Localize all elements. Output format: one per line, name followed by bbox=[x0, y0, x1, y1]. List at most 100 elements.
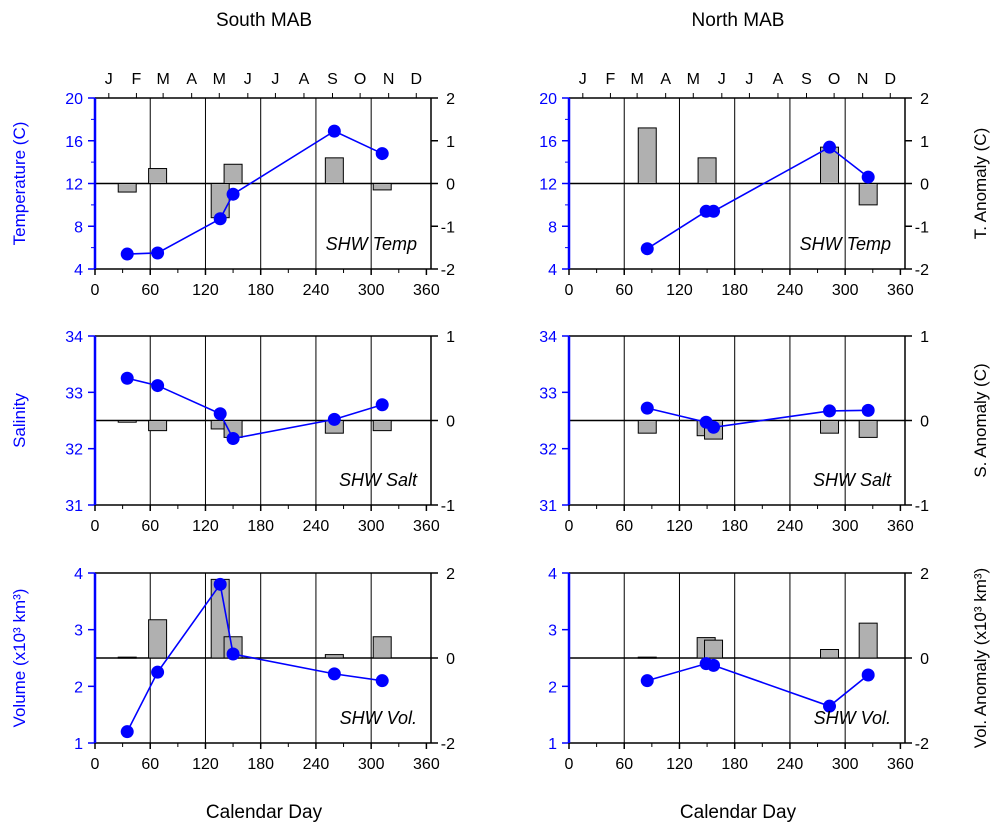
south-salinity-right-tick-label: 0 bbox=[446, 414, 455, 431]
north-salinity-left-tick-label: 34 bbox=[539, 329, 557, 346]
north-temperature-month-label: D bbox=[884, 71, 896, 88]
south-temperature-right-tick-label: -2 bbox=[441, 262, 455, 279]
north-volume-right-tick-label: -2 bbox=[915, 736, 929, 753]
south-volume-left-tick-label: 2 bbox=[74, 679, 83, 696]
south-temperature-left-tick-label: 16 bbox=[65, 134, 83, 151]
south-temperature-data-point-3 bbox=[226, 187, 240, 201]
south-volume-anomaly-bar-5 bbox=[372, 636, 392, 659]
north-salinity-right-tick-label: 0 bbox=[920, 414, 929, 431]
north-volume-x-tick-label: 300 bbox=[832, 756, 859, 773]
north-volume-anomaly-bar-4 bbox=[858, 622, 878, 659]
south-salinity-x-tick-label: 0 bbox=[91, 518, 100, 535]
south-salinity-x-tick-label: 240 bbox=[303, 518, 330, 535]
north-temperature-x-tick-label: 300 bbox=[832, 282, 859, 299]
north-temperature-month-label: A bbox=[773, 71, 784, 88]
north-volume-x-tick-label: 180 bbox=[721, 756, 748, 773]
north-salinity-x-tick-label: 240 bbox=[777, 518, 804, 535]
north-temperature-left-tick-label: 4 bbox=[548, 262, 557, 279]
north-volume-anomaly-bar-2 bbox=[704, 639, 724, 659]
south-volume-left-axis-title: Volume (x10³ km³) bbox=[10, 589, 29, 728]
north-volume-data-point-2 bbox=[707, 658, 721, 672]
north-volume-x-tick-label: 240 bbox=[777, 756, 804, 773]
south-volume-x-tick-label: 300 bbox=[358, 756, 385, 773]
north-volume-x-tick-label: 0 bbox=[565, 756, 574, 773]
north-salinity-left-tick-label: 31 bbox=[539, 498, 557, 515]
south-salinity-data-point-5 bbox=[375, 398, 389, 412]
north-temperature-x-tick-label: 120 bbox=[666, 282, 693, 299]
north-volume-right-tick-label: 2 bbox=[920, 566, 929, 583]
north-temperature-left-tick-label: 16 bbox=[539, 134, 557, 151]
south-temperature-x-tick-label: 360 bbox=[413, 282, 440, 299]
north-temperature-data-point-4 bbox=[861, 170, 875, 184]
north-salinity-data-point-3 bbox=[823, 404, 837, 418]
south-temperature-anomaly-bar-4 bbox=[324, 157, 344, 185]
north-volume-data-point-3 bbox=[823, 699, 837, 713]
north-temperature-month-label: A bbox=[660, 71, 671, 88]
north-temperature-month-label: J bbox=[718, 71, 726, 88]
north-volume-annotation: SHW Vol. bbox=[814, 708, 891, 728]
south-salinity-x-tick-label: 300 bbox=[358, 518, 385, 535]
north-volume-x-tick-label: 360 bbox=[887, 756, 914, 773]
north-temperature-month-label: M bbox=[630, 71, 643, 88]
north-salinity-x-tick-label: 120 bbox=[666, 518, 693, 535]
north-salinity-data-point-0 bbox=[640, 401, 654, 415]
north-salinity-x-tick-label: 0 bbox=[565, 518, 574, 535]
north-salinity-annotation: SHW Salt bbox=[813, 470, 892, 490]
south-salinity-anomaly-bar-5 bbox=[372, 420, 392, 432]
south-volume-right-tick-label: -2 bbox=[441, 736, 455, 753]
column-title-south: South MAB bbox=[216, 10, 312, 31]
north-salinity-x-tick-label: 300 bbox=[832, 518, 859, 535]
south-salinity-left-tick-label: 31 bbox=[65, 498, 83, 515]
north-temperature-right-axis-title: T. Anomaly (C) bbox=[971, 128, 990, 239]
north-temperature-x-tick-label: 180 bbox=[721, 282, 748, 299]
north-temperature-annotation: SHW Temp bbox=[800, 234, 891, 254]
south-temperature-left-tick-label: 12 bbox=[65, 177, 83, 194]
north-volume-data-point-4 bbox=[861, 668, 875, 682]
north-salinity-x-tick-label: 180 bbox=[721, 518, 748, 535]
north-temperature-left-tick-label: 12 bbox=[539, 177, 557, 194]
south-salinity-panel: 31 32 33 34 -1 0 1 0 60 120 180 240 300 360 SHW Salt Sa… bbox=[10, 329, 455, 535]
north-volume-left-tick-label: 3 bbox=[548, 623, 557, 640]
south-salinity-anomaly-bar-0 bbox=[117, 420, 137, 423]
south-temperature-anomaly-bar-5 bbox=[372, 183, 392, 191]
north-temperature-x-tick-label: 240 bbox=[777, 282, 804, 299]
north-temperature-right-tick-label: 2 bbox=[920, 91, 929, 108]
south-temperature-month-label: F bbox=[132, 71, 142, 88]
north-salinity-panel: 31 32 33 34 -1 0 1 0 60 120 180 240 300 360 SHW Salt S.… bbox=[539, 329, 990, 535]
south-temperature-right-tick-label: 0 bbox=[446, 177, 455, 194]
x-axis-title-south: Calendar Day bbox=[206, 802, 323, 823]
south-salinity-x-tick-label: 360 bbox=[413, 518, 440, 535]
north-temperature-anomaly-bar-0 bbox=[637, 127, 657, 185]
south-salinity-right-tick-label: -1 bbox=[441, 498, 455, 515]
north-temperature-anomaly-bar-3 bbox=[858, 183, 878, 206]
south-volume-data-point-3 bbox=[226, 647, 240, 661]
south-temperature-month-label: J bbox=[271, 71, 279, 88]
north-volume-right-axis-title: Vol. Anomaly (x10³ km³) bbox=[971, 568, 990, 748]
north-temperature-left-tick-label: 20 bbox=[539, 91, 557, 108]
north-temperature-month-label: J bbox=[579, 71, 587, 88]
south-temperature-data-point-5 bbox=[375, 147, 389, 161]
south-salinity-x-tick-label: 120 bbox=[192, 518, 219, 535]
north-temperature-right-tick-label: 0 bbox=[920, 177, 929, 194]
south-volume-x-tick-label: 0 bbox=[91, 756, 100, 773]
south-salinity-annotation: SHW Salt bbox=[339, 470, 418, 490]
south-volume-right-tick-label: 2 bbox=[446, 566, 455, 583]
south-volume-x-tick-label: 120 bbox=[192, 756, 219, 773]
south-volume-data-point-0 bbox=[120, 725, 134, 739]
south-temperature-anomaly-bar-3 bbox=[223, 163, 243, 184]
north-volume-left-tick-label: 4 bbox=[548, 566, 557, 583]
south-salinity-data-point-0 bbox=[120, 371, 134, 385]
south-temperature-data-point-1 bbox=[151, 246, 165, 260]
south-temperature-month-label: J bbox=[105, 71, 113, 88]
south-temperature-left-tick-label: 4 bbox=[74, 262, 83, 279]
north-temperature-month-label: N bbox=[857, 71, 869, 88]
south-temperature-data-point-0 bbox=[120, 247, 134, 261]
north-volume-series-line bbox=[647, 662, 869, 708]
north-salinity-anomaly-bar-3 bbox=[820, 420, 840, 434]
north-temperature-month-label: J bbox=[745, 71, 753, 88]
south-volume-x-tick-label: 360 bbox=[413, 756, 440, 773]
north-temperature-right-tick-label: -1 bbox=[915, 219, 929, 236]
south-temperature-data-point-2 bbox=[213, 212, 227, 226]
